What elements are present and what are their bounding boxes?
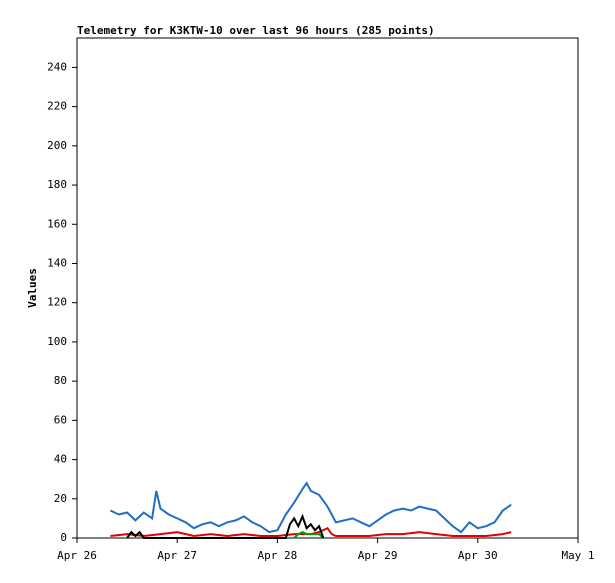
x-tick-label: Apr 26 — [57, 549, 97, 562]
y-tick-label: 120 — [47, 296, 67, 309]
y-tick-label: 40 — [54, 453, 67, 466]
x-tick-label: Apr 30 — [458, 549, 498, 562]
y-tick-label: 80 — [54, 374, 67, 387]
series-line — [126, 513, 325, 539]
y-tick-label: 60 — [54, 413, 67, 426]
x-tick-label: May 1 — [561, 549, 594, 562]
y-tick-label: 200 — [47, 139, 67, 152]
series-line — [110, 526, 512, 538]
series-line — [109, 481, 512, 534]
y-tick-label: 100 — [47, 335, 67, 348]
y-tick-label: 20 — [54, 492, 67, 505]
chart-title: Telemetry for K3KTW-10 over last 96 hour… — [77, 24, 435, 37]
y-axis-label: Values — [26, 268, 39, 308]
y-tick-label: 220 — [47, 100, 67, 113]
y-tick-label: 160 — [47, 217, 67, 230]
x-tick-label: Apr 29 — [358, 549, 398, 562]
y-tick-label: 180 — [47, 178, 67, 191]
y-tick-label: 140 — [47, 256, 67, 269]
plot-frame — [76, 37, 579, 539]
x-tick-label: Apr 28 — [258, 549, 298, 562]
y-tick-label: 0 — [60, 531, 67, 544]
y-tick-label: 240 — [47, 60, 67, 73]
series-line — [293, 530, 324, 539]
x-tick-label: Apr 27 — [157, 549, 197, 562]
